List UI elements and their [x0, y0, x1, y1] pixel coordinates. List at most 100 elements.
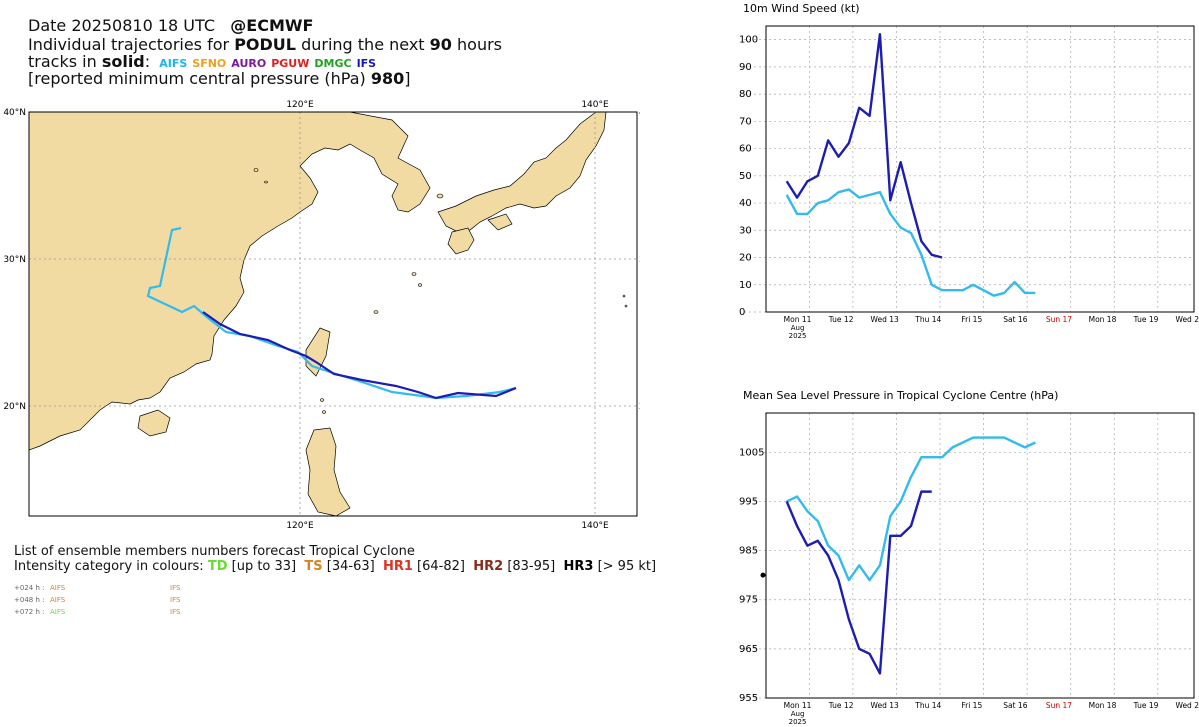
small-islands — [253, 168, 628, 414]
wind-series-aifs — [785, 188, 1036, 297]
wind-xtick-label: Wed 20 — [1175, 315, 1199, 324]
forecast-hours: 90 — [429, 35, 452, 54]
pressure-ytick-label: 985 — [739, 546, 758, 557]
pressure-xsub-label: Aug — [791, 710, 805, 718]
header-line-3: tracks in solid: AIFS SFNO AURO PGUW DMGC IFS — [28, 52, 381, 74]
pressure-ytick-label: 995 — [739, 496, 758, 507]
wind-ytick-label: 90 — [739, 62, 752, 73]
pressure-xtick-label: Wed 20 — [1175, 701, 1199, 710]
legend-text: Intensity category in colours: — [14, 559, 208, 574]
land-shikoku — [487, 213, 513, 231]
wind-xtick-label: Tue 12 — [828, 315, 854, 324]
map-lat-label-right-20: 20°N — [639, 402, 640, 412]
lead-024-aifs: AIFS — [50, 584, 66, 592]
land-luzon — [305, 427, 351, 516]
track-ifs — [202, 311, 517, 400]
pressure-chart-title: Mean Sea Level Pressure in Tropical Cycl… — [743, 389, 1058, 402]
wind-ytick-label: 40 — [739, 198, 752, 209]
cat-hr2-label: HR2 — [473, 559, 504, 574]
lead-048: +048 h : — [14, 596, 45, 604]
wind-xtick-label: Tue 19 — [1133, 315, 1159, 324]
land-masses — [29, 112, 628, 516]
wind-xsub-label: Aug — [791, 324, 805, 332]
cat-hr1-range: [64-82] — [417, 559, 465, 574]
land-japan — [437, 112, 607, 233]
cat-ts-label: TS — [304, 559, 323, 574]
header-text: [reported minimum central pressure (hPa) — [28, 69, 371, 88]
cat-td-label: TD — [207, 559, 228, 574]
pressure-xtick-label: Wed 13 — [871, 701, 900, 710]
wind-ytick-label: 0 — [739, 307, 745, 318]
land-china — [29, 112, 431, 451]
legend-line-2: Intensity category in colours: TD [up to… — [14, 559, 656, 574]
lead-048-ifs: IFS — [170, 596, 181, 604]
model-pguw: PGUW — [271, 57, 310, 70]
header-text: hours — [451, 35, 502, 54]
map-lon-label-top-140: 140°E — [581, 100, 609, 110]
reported-pressure: 980 — [370, 69, 405, 88]
map-lat-label-left-40: 40°N — [3, 108, 26, 118]
header-line-4: [reported minimum central pressure (hPa)… — [28, 69, 410, 89]
wind-xtick-label: Mon 18 — [1089, 315, 1117, 324]
wind-xtick-label: Wed 13 — [871, 315, 900, 324]
map-lon-label-bottom-120: 120°E — [286, 521, 314, 530]
pressure-frame — [765, 412, 1195, 699]
forecast-date: Date 20250810 18 UTC — [28, 16, 216, 35]
wind-ytick-label: 100 — [739, 35, 758, 46]
lead-072: +072 h : — [14, 608, 45, 616]
header-text: Individual trajectories for — [28, 35, 235, 54]
header-text: : — [144, 52, 151, 71]
header-line-1: Date 20250810 18 UTC @ECMWF — [28, 16, 313, 36]
wind-ytick-label: 20 — [739, 253, 752, 264]
pressure-ytick-label: 1005 — [739, 447, 764, 458]
pressure-chart: Mean Sea Level Pressure in Tropical Cycl… — [739, 389, 1199, 726]
model-list: AIFS SFNO AURO PGUW DMGC IFS — [159, 52, 381, 71]
cat-ts-range: [34-63] — [326, 559, 375, 574]
map-gridlines — [29, 112, 637, 516]
pressure-xtick-label: Mon 11 — [784, 701, 812, 710]
map-lat-label-left-20: 20°N — [3, 402, 26, 412]
source-label: @ECMWF — [230, 16, 314, 35]
pressure-xtick-label: Tue 12 — [828, 701, 854, 710]
model-ifs: IFS — [356, 57, 377, 70]
lead-048-aifs: AIFS — [50, 596, 66, 604]
lead-072-ifs: IFS — [170, 608, 181, 616]
pressure-xtick-label: Sun 17 — [1046, 701, 1072, 710]
land-kyushu — [447, 227, 475, 255]
header-bold: solid — [101, 52, 145, 71]
header-text: tracks in — [28, 52, 102, 71]
wind-xsub-label: 2025 — [789, 332, 807, 340]
lead-024-ifs: IFS — [170, 584, 181, 592]
pressure-ytick-label: 975 — [739, 595, 758, 606]
model-auro: AURO — [231, 57, 267, 70]
header-text: during the next — [295, 35, 430, 54]
pressure-xtick-label: Mon 18 — [1089, 701, 1117, 710]
wind-frame — [765, 25, 1195, 313]
wind-ytick-label: 70 — [739, 116, 752, 127]
wind-ytick-label: 60 — [739, 144, 752, 155]
wind-xtick-label: Thu 14 — [914, 315, 941, 324]
wind-ytick-label: 50 — [739, 171, 752, 182]
map-lat-label-left-30: 30°N — [3, 255, 26, 265]
pressure-ytick-label: 955 — [739, 693, 758, 704]
land-taiwan — [305, 327, 331, 377]
wind-xtick-label: Sat 16 — [1003, 315, 1027, 324]
pressure-series-aifs — [786, 436, 1036, 582]
wind-xtick-label: Sun 17 — [1046, 315, 1072, 324]
lead-072-aifs: AIFS — [50, 608, 66, 616]
wind-chart-title: 10m Wind Speed (kt) — [743, 2, 860, 15]
map-lon-label-bottom-140: 140°E — [581, 521, 609, 530]
pressure-series-ifs — [785, 490, 932, 675]
cat-hr3-label: HR3 — [563, 559, 594, 574]
model-dmgc: DMGC — [314, 57, 352, 70]
cat-hr2-range: [83-95] — [507, 559, 556, 574]
wind-ytick-label: 30 — [739, 225, 752, 236]
wind-series-ifs — [785, 32, 943, 259]
header-line-2: Individual trajectories for PODUL during… — [28, 35, 502, 55]
track-map: 120°E 140°E 120°E 140°E 40°N 30°N 20°N 4… — [3, 100, 640, 530]
model-sfno: SFNO — [192, 57, 227, 70]
pressure-xtick-label: Thu 14 — [914, 701, 941, 710]
legend-line-1: List of ensemble members numbers forecas… — [14, 544, 415, 559]
map-lat-label-right-40: 40°N — [639, 108, 640, 118]
pressure-observed-marker — [760, 572, 766, 578]
